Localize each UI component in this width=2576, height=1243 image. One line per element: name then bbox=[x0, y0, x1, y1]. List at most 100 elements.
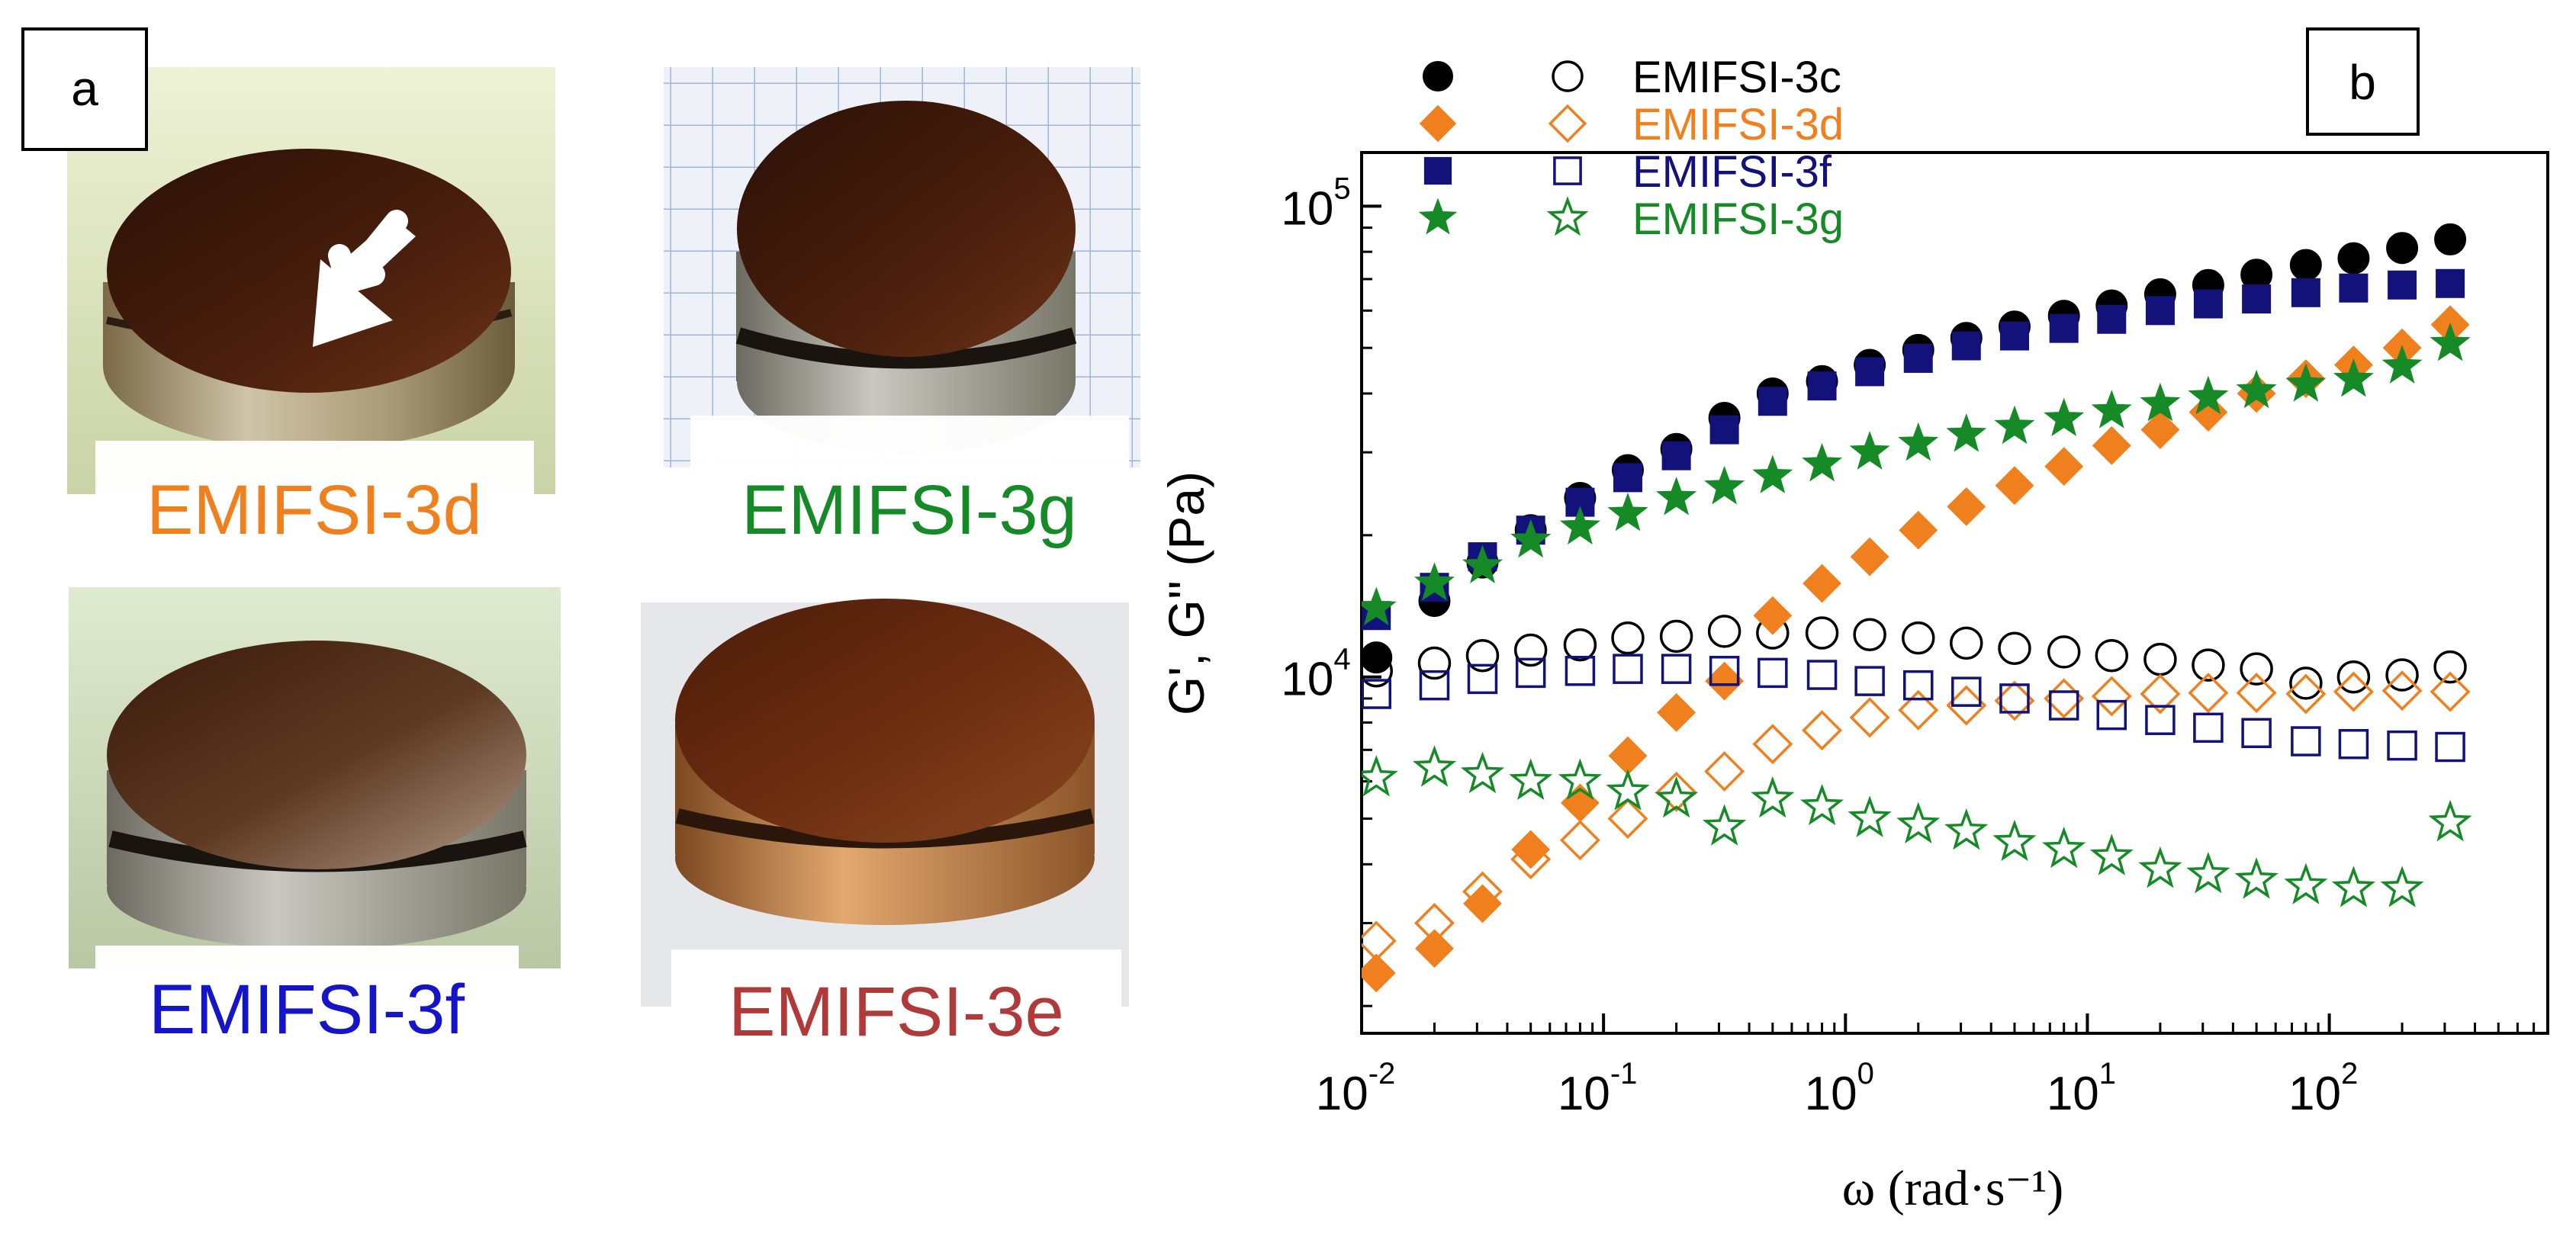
point-emifsi-3f-g-10 bbox=[1855, 357, 1885, 387]
point-emifsi-3g-g-22 bbox=[2430, 323, 2471, 361]
point-emifsi-3g-g-0 bbox=[1362, 586, 1397, 626]
panel-a: a EMIFSI-3d EMIFSI-3g EMIFSI-3f bbox=[21, 27, 1140, 1079]
point-emifsi-3g-g-15 bbox=[2091, 390, 2132, 429]
point-emifsi-3c-g-20 bbox=[2336, 660, 2371, 694]
x-tick-label-0: 10-2 bbox=[1316, 1057, 1396, 1120]
legend-label-2: EMIFSI-3f bbox=[1632, 147, 1832, 197]
caption-box-3d bbox=[95, 441, 534, 574]
point-emifsi-3c-g-5 bbox=[1611, 621, 1645, 655]
point-emifsi-3g-g-4 bbox=[1558, 758, 1602, 801]
point-emifsi-3c-g-16 bbox=[2143, 642, 2177, 676]
point-emifsi-3d-g-13 bbox=[1995, 466, 2034, 506]
point-emifsi-3f-g-11 bbox=[1903, 670, 1934, 701]
point-emifsi-3g-g-12 bbox=[1944, 808, 1989, 850]
point-emifsi-3g-g-17 bbox=[2186, 852, 2230, 894]
legend-marker-filled-3 bbox=[1418, 198, 1458, 235]
point-emifsi-3g-g-16 bbox=[2140, 382, 2181, 422]
legend-label-3: EMIFSI-3g bbox=[1632, 194, 1844, 244]
point-emifsi-3d-g-22 bbox=[2430, 671, 2471, 712]
photo-emifsi-3f bbox=[69, 587, 561, 968]
point-emifsi-3c-g-21 bbox=[2385, 658, 2419, 692]
point-emifsi-3d-g-16 bbox=[2140, 410, 2180, 449]
point-emifsi-3f-g-17 bbox=[2193, 289, 2223, 319]
point-emifsi-3f-g-20 bbox=[2338, 729, 2369, 760]
y-axis-ticks: 104 105 bbox=[1281, 172, 1381, 706]
plot-frame bbox=[1360, 151, 2549, 1035]
point-emifsi-3c-g-4 bbox=[1563, 628, 1597, 662]
point-emifsi-3g-g-13 bbox=[1994, 405, 2035, 445]
point-emifsi-3f-g-7 bbox=[1709, 415, 1739, 445]
point-emifsi-3c-g-3 bbox=[1513, 633, 1548, 667]
point-emifsi-3g-g-8 bbox=[1752, 454, 1793, 493]
point-emifsi-3f-g-14 bbox=[2049, 313, 2079, 343]
point-emifsi-3d-g-19 bbox=[2285, 673, 2327, 715]
point-emifsi-3d-g-2 bbox=[1463, 884, 1502, 923]
x-tick-label-4: 102 bbox=[2288, 1057, 2358, 1120]
x-minor-ticks bbox=[1433, 1023, 2549, 1033]
point-emifsi-3g-g-21 bbox=[2381, 345, 2423, 384]
point-emifsi-3f-g-18 bbox=[2242, 284, 2272, 314]
point-emifsi-3d-g-0 bbox=[1362, 920, 1397, 962]
point-emifsi-3d-g-0 bbox=[1362, 953, 1396, 993]
point-emifsi-3g-g-22 bbox=[2428, 799, 2472, 842]
point-emifsi-3d-g-7 bbox=[1705, 661, 1745, 701]
point-emifsi-3f-g-6 bbox=[1661, 441, 1691, 471]
point-emifsi-3d-g-16 bbox=[2140, 673, 2181, 715]
point-emifsi-3d-g-6 bbox=[1657, 693, 1696, 732]
legend-marker-open-1 bbox=[1548, 104, 1587, 143]
point-emifsi-3f-g-22 bbox=[2435, 731, 2465, 763]
panel-b-chart: 10-2 10-1 100 101 102 104 105 ω (rad·s⁻¹) G',… bbox=[1158, 27, 2549, 1216]
x-axis-ticks: 10-2 10-1 100 101 102 bbox=[1316, 1013, 2358, 1120]
point-emifsi-3g-g-20 bbox=[2333, 358, 2374, 397]
point-emifsi-3d-g-10 bbox=[1849, 697, 1890, 738]
point-emifsi-3g-g-2 bbox=[1462, 544, 1503, 583]
point-emifsi-3f-g-20 bbox=[2339, 273, 2369, 303]
point-emifsi-3f-g-17 bbox=[2193, 712, 2224, 744]
point-emifsi-3c-g-2 bbox=[1465, 638, 1500, 673]
point-emifsi-3f-g-0 bbox=[1362, 679, 1392, 709]
point-emifsi-3f-g-7 bbox=[1709, 656, 1740, 686]
caption-emifsi-3e: EMIFSI-3e bbox=[728, 973, 1064, 1051]
point-emifsi-3c-g-22 bbox=[2433, 650, 2467, 684]
point-emifsi-3d-g-5 bbox=[1607, 798, 1648, 840]
data-marks bbox=[1362, 223, 2472, 993]
point-emifsi-3d-g-3 bbox=[1510, 839, 1552, 880]
photo-emifsi-3d bbox=[67, 67, 555, 494]
point-emifsi-3g-g-9 bbox=[1799, 783, 1844, 826]
point-emifsi-3g-g-11 bbox=[1896, 801, 1941, 843]
point-emifsi-3d-g-9 bbox=[1803, 564, 1841, 603]
point-emifsi-3g-g-14 bbox=[2042, 826, 2086, 869]
point-emifsi-3d-g-5 bbox=[1608, 736, 1648, 776]
label-box-a bbox=[21, 27, 148, 151]
point-emifsi-3g-g-15 bbox=[2089, 833, 2134, 875]
point-emifsi-3c-g-10 bbox=[1853, 618, 1886, 651]
point-emifsi-3d-g-15 bbox=[2091, 676, 2132, 717]
point-emifsi-3d-g-13 bbox=[1994, 680, 2035, 721]
point-emifsi-3d-g-14 bbox=[2044, 447, 2084, 487]
point-emifsi-3g-g-5 bbox=[1607, 493, 1648, 532]
photo-emifsi-3g bbox=[664, 67, 1140, 467]
point-emifsi-3f-g-15 bbox=[2096, 699, 2127, 731]
legend-marker-open-0 bbox=[1552, 60, 1584, 92]
point-emifsi-3c-g-17 bbox=[2192, 648, 2225, 682]
point-emifsi-3c-g-1 bbox=[1417, 646, 1452, 680]
point-emifsi-3f-g-2 bbox=[1467, 663, 1498, 695]
point-emifsi-3f-g-12 bbox=[1951, 331, 1981, 361]
point-emifsi-3f-g-16 bbox=[2145, 296, 2175, 326]
point-emifsi-3g-g-7 bbox=[1702, 804, 1747, 846]
point-emifsi-3g-g-3 bbox=[1510, 519, 1552, 558]
point-emifsi-3d-g-4 bbox=[1559, 820, 1600, 861]
point-emifsi-3g-g-19 bbox=[2284, 862, 2328, 904]
point-emifsi-3g-g-11 bbox=[1898, 422, 1939, 461]
point-emifsi-3g-g-1 bbox=[1413, 562, 1455, 601]
point-emifsi-3d-g-1 bbox=[1415, 929, 1454, 968]
legend-marker-filled-0 bbox=[1423, 61, 1453, 92]
point-emifsi-3f-g-9 bbox=[1807, 371, 1837, 401]
point-emifsi-3f-g-5 bbox=[1613, 463, 1642, 493]
point-emifsi-3c-g-6 bbox=[1659, 619, 1693, 654]
point-emifsi-3g-g-6 bbox=[1656, 477, 1697, 516]
point-emifsi-3g-g-18 bbox=[2236, 369, 2277, 409]
point-emifsi-3g-g-1 bbox=[1412, 745, 1456, 787]
point-emifsi-3f-g-13 bbox=[1999, 321, 2029, 351]
